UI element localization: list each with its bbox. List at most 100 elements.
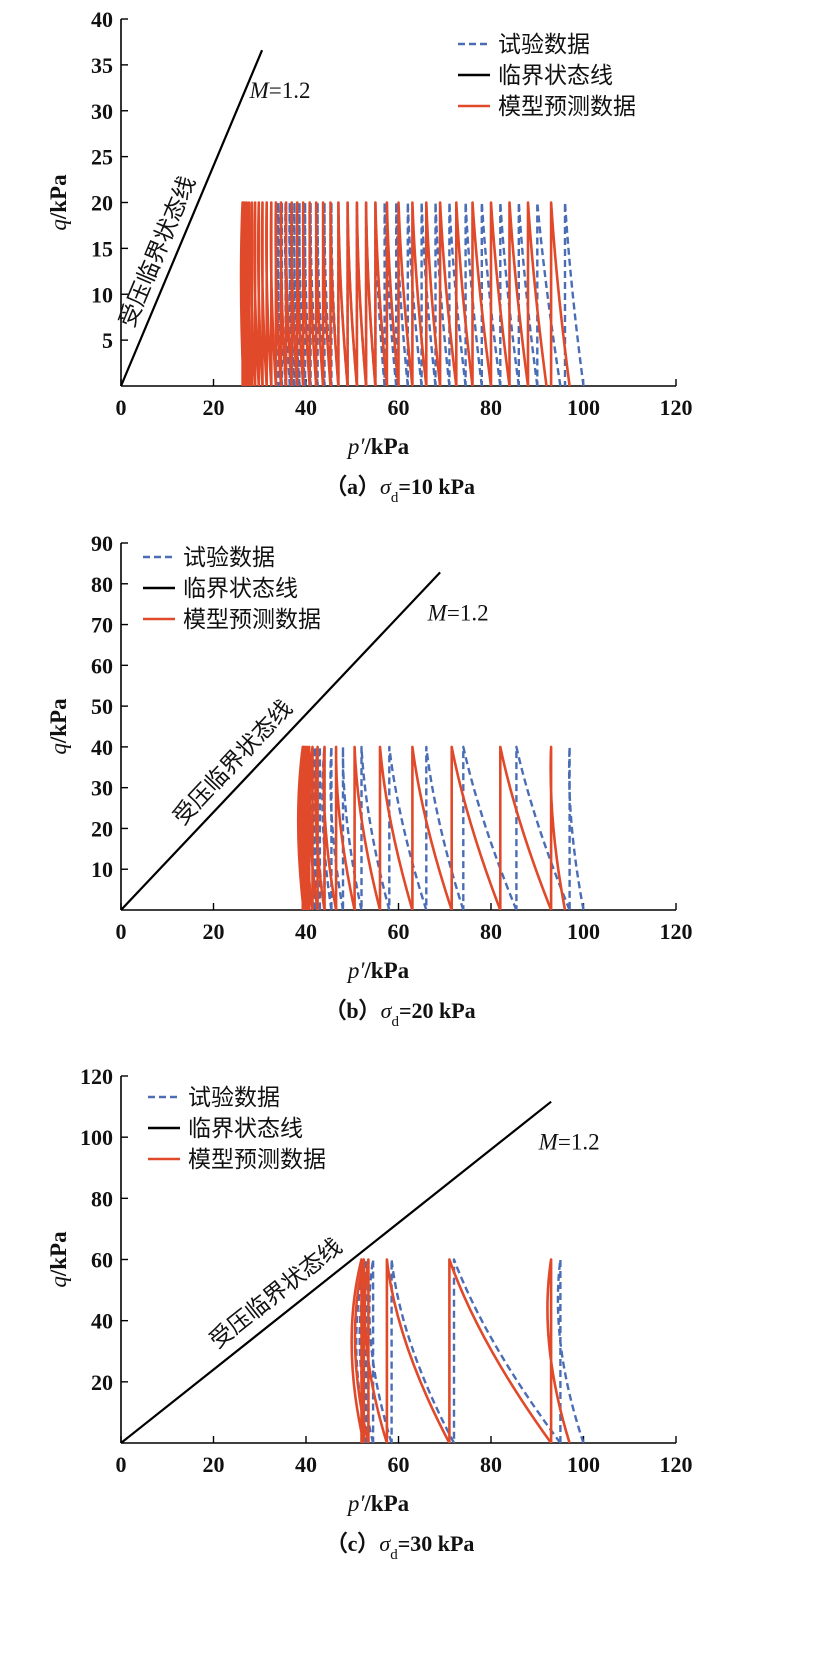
compression-csl-label: 受压临界状态线 — [205, 1234, 347, 1354]
caption-value: =20 kPa — [399, 998, 476, 1023]
x-tick-label: 120 — [660, 919, 693, 944]
x-tick-label: 100 — [567, 919, 600, 944]
legend-model-prediction-label: 模型预测数据 — [498, 94, 636, 120]
x-axis-label-unit: /kPa — [363, 958, 409, 983]
model-prediction-loop — [499, 745, 553, 910]
legend-model-prediction-label: 模型预测数据 — [183, 607, 321, 633]
slope-label: M=1.2 — [538, 1130, 600, 1155]
test-data-loop — [499, 201, 520, 386]
y-axis-label-symbol: q — [46, 743, 71, 755]
model-prediction-loop — [546, 1258, 571, 1443]
y-tick-label: 20 — [91, 191, 113, 216]
data-series-group — [350, 1258, 585, 1443]
y-tick-label: 15 — [91, 236, 113, 261]
slope-label-value: =1.2 — [447, 600, 489, 625]
model-prediction-loop — [246, 201, 254, 386]
model-prediction-loop — [290, 201, 299, 386]
model-prediction-loop — [346, 201, 359, 386]
test-data-loop — [329, 745, 345, 910]
critical-state-line — [120, 571, 441, 911]
compression-csl-label: 受压临界状态线 — [168, 695, 297, 830]
model-prediction-loop — [374, 201, 389, 386]
legend-critical-state-line-label: 临界状态线 — [498, 63, 613, 89]
model-prediction-loop — [549, 745, 567, 910]
model-prediction-loop — [448, 1258, 553, 1443]
y-tick-label: 30 — [91, 99, 113, 124]
model-prediction-loop — [239, 201, 245, 386]
panel-caption: （b）σd=20 kPa — [324, 998, 475, 1030]
y-tick-label: 50 — [91, 694, 113, 719]
model-prediction-loop — [411, 201, 428, 386]
model-prediction-loop — [301, 201, 311, 386]
y-tick-label: 35 — [91, 53, 113, 78]
slope-label-value: =1.2 — [269, 78, 311, 103]
y-tick-label: 40 — [91, 1309, 113, 1334]
x-tick-label: 80 — [480, 1452, 502, 1477]
y-tick-label: 25 — [91, 145, 113, 170]
model-prediction-loop — [355, 201, 368, 386]
y-tick-label: 90 — [91, 531, 113, 556]
y-tick-label: 100 — [80, 1125, 113, 1150]
y-tick-label: 40 — [91, 7, 113, 32]
panel-caption: （c）σd=30 kPa — [326, 1531, 475, 1563]
y-axis-label: q/kPa — [46, 698, 71, 755]
legend-critical-state-line-label: 临界状态线 — [188, 1116, 303, 1142]
x-axis-label: p′/kPa — [346, 434, 410, 459]
slope-label: M=1.2 — [427, 600, 489, 625]
caption-prefix: （c） — [326, 1531, 380, 1556]
model-prediction-loop — [350, 1258, 366, 1443]
test-data-loop — [452, 1258, 562, 1443]
caption-subscript: d — [391, 490, 399, 506]
model-prediction-loop — [274, 201, 283, 386]
model-prediction-loop — [353, 745, 382, 910]
model-prediction-loop — [378, 745, 414, 910]
model-prediction-loop — [385, 201, 400, 386]
model-prediction-loop — [455, 201, 474, 386]
y-tick-label: 120 — [80, 1064, 113, 1089]
y-axis-label-unit: /kPa — [46, 174, 71, 220]
model-prediction-loop — [256, 201, 264, 386]
x-axis-label: p′/kPa — [346, 1491, 410, 1516]
legend-test-data-label: 试验数据 — [498, 32, 590, 58]
slope-label-value: =1.2 — [558, 1130, 600, 1155]
y-tick-label: 40 — [91, 735, 113, 760]
y-axis-label-symbol: q — [46, 1276, 71, 1288]
y-tick-label: 20 — [91, 1370, 113, 1395]
model-prediction-loop — [526, 201, 548, 386]
x-axis-label: p′/kPa — [346, 958, 410, 983]
model-prediction-loop — [363, 1258, 389, 1443]
test-data-loop — [480, 201, 502, 386]
model-prediction-loop — [269, 201, 278, 386]
test-data-loop — [390, 1258, 456, 1443]
data-series-group — [296, 745, 585, 910]
x-tick-label: 120 — [660, 395, 693, 420]
x-tick-label: 0 — [116, 919, 127, 944]
x-tick-label: 100 — [567, 1452, 600, 1477]
x-tick-label: 20 — [203, 395, 225, 420]
x-axis-label-symbol: p′ — [346, 434, 366, 459]
legend-test-data-label: 试验数据 — [183, 545, 275, 571]
legend-model-prediction-label: 模型预测数据 — [188, 1147, 326, 1173]
caption-subscript: d — [390, 1547, 398, 1563]
critical-state-line — [120, 1100, 552, 1444]
slope-label-symbol: M — [538, 1130, 560, 1155]
x-tick-label: 20 — [203, 919, 225, 944]
y-tick-label: 60 — [91, 653, 113, 678]
test-data-loop — [448, 201, 467, 386]
model-prediction-loop — [334, 745, 356, 910]
model-prediction-loop — [314, 745, 326, 910]
y-tick-label: 80 — [91, 572, 113, 597]
model-prediction-loop — [438, 201, 458, 386]
model-prediction-loop — [329, 201, 340, 386]
slope-label-symbol: M — [427, 600, 449, 625]
y-tick-label: 60 — [91, 1248, 113, 1273]
model-prediction-loop — [321, 201, 332, 386]
x-tick-label: 120 — [660, 1452, 693, 1477]
model-prediction-loop — [322, 745, 338, 910]
y-tick-label: 80 — [91, 1186, 113, 1211]
model-prediction-loop — [260, 201, 268, 386]
